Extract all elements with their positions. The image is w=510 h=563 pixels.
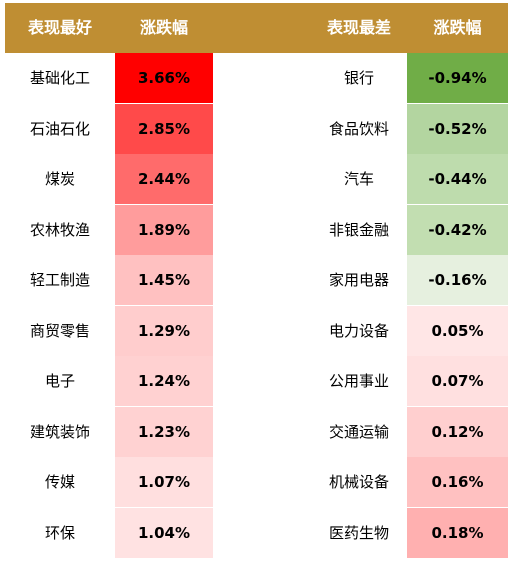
worst-change-header: 涨跌幅	[433, 18, 482, 37]
table-row: 农林牧渔 1.89% 非银金融 -0.42%	[5, 204, 508, 255]
table-row: 煤炭 2.44% 汽车 -0.44%	[5, 154, 508, 204]
worst-sector-change: 0.16%	[407, 457, 508, 507]
best-sector-name: 电子	[44, 372, 75, 390]
worst-sector-change: 0.05%	[407, 305, 508, 356]
best-sector-change: 1.45%	[115, 255, 213, 305]
table-row: 基础化工 3.66% 银行 -0.94%	[5, 53, 508, 103]
best-change-header: 涨跌幅	[139, 18, 188, 37]
worst-sector-name: 机械设备	[328, 473, 389, 491]
worst-sector-name: 交通运输	[328, 422, 389, 441]
best-sector-name: 轻工制造	[29, 271, 90, 289]
best-sector-change: 2.85%	[115, 103, 213, 154]
worst-sector-change: 0.12%	[407, 406, 508, 457]
table-row: 石油石化 2.85% 食品饮料 -0.52%	[5, 103, 508, 154]
table-row: 电子 1.24% 公用事业 0.07%	[5, 356, 508, 406]
table-row: 轻工制造 1.45% 家用电器 -0.16%	[5, 255, 508, 305]
best-sector-name: 农林牧渔	[29, 220, 90, 239]
worst-sector-change: -0.16%	[407, 255, 508, 305]
table-row: 传媒 1.07% 机械设备 0.16%	[5, 457, 508, 507]
table-row: 建筑装饰 1.23% 交通运输 0.12%	[5, 406, 508, 457]
best-sector-name: 建筑装饰	[29, 422, 90, 441]
worst-sector-change: -0.52%	[407, 103, 508, 154]
table-header: 表现最好 涨跌幅 表现最差 涨跌幅	[5, 3, 508, 53]
best-sector-name: 环保	[44, 523, 75, 542]
worst-sector-name: 食品饮料	[328, 119, 389, 138]
worst-sector-change: 0.07%	[407, 356, 508, 406]
best-sector-change: 1.24%	[115, 356, 213, 406]
worst-sector-name: 医药生物	[328, 523, 389, 542]
worst-sector-name: 银行	[343, 69, 374, 87]
worst-sector-name: 公用事业	[328, 372, 389, 390]
best-sector-change: 1.04%	[115, 507, 213, 558]
best-sector-change: 1.29%	[115, 305, 213, 356]
best-sector-name: 商贸零售	[29, 321, 90, 340]
best-sector-change: 1.89%	[115, 204, 213, 255]
best-sector-name: 石油石化	[29, 119, 90, 138]
best-sector-name: 基础化工	[29, 69, 90, 87]
worst-sector-change: 0.18%	[407, 507, 508, 558]
best-sector-name: 煤炭	[44, 170, 75, 188]
worst-sector-change: -0.94%	[407, 53, 508, 103]
best-sector-change: 3.66%	[115, 53, 213, 103]
worst-sector-name: 非银金融	[328, 220, 389, 239]
worst-sector-change: -0.44%	[407, 154, 508, 204]
worst-performers-header: 表现最差	[326, 18, 391, 37]
worst-sector-name: 电力设备	[328, 321, 389, 340]
worst-sector-change: -0.42%	[407, 204, 508, 255]
best-sector-change: 1.07%	[115, 457, 213, 507]
table-row: 商贸零售 1.29% 电力设备 0.05%	[5, 305, 508, 356]
table-row: 环保 1.04% 医药生物 0.18%	[5, 507, 508, 558]
best-sector-change: 2.44%	[115, 154, 213, 204]
best-sector-change: 1.23%	[115, 406, 213, 457]
worst-sector-name: 汽车	[343, 170, 374, 188]
best-performers-header: 表现最好	[27, 18, 92, 37]
worst-sector-name: 家用电器	[328, 271, 389, 289]
best-sector-name: 传媒	[44, 473, 75, 491]
